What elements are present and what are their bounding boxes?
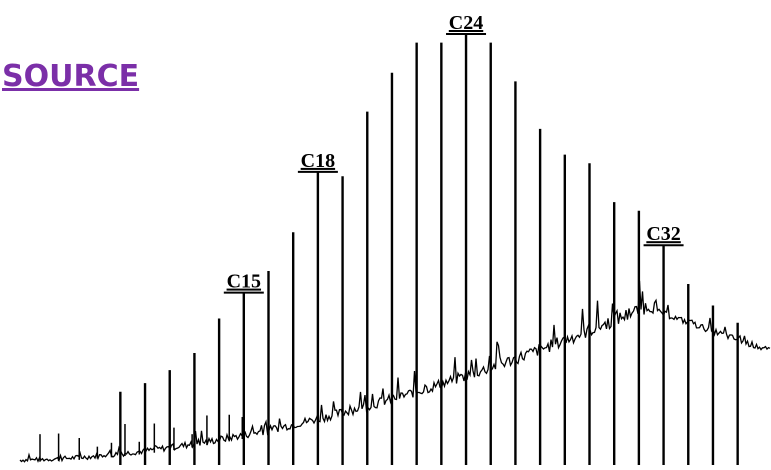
peak-label: C18 [301, 150, 335, 172]
baseline-hump [19, 280, 771, 463]
peak-label: C24 [449, 12, 483, 34]
peak-label: C15 [227, 271, 261, 293]
chart-title: SOURCE [2, 59, 139, 94]
peak-label: C32 [646, 223, 680, 245]
